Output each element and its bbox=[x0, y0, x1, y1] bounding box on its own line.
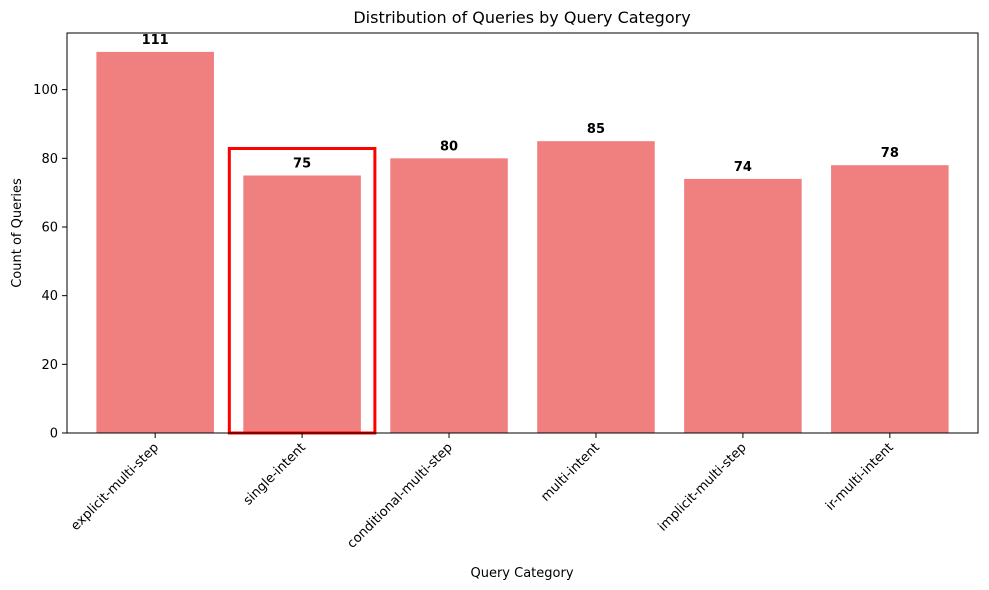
data-label-single-intent: 75 bbox=[293, 156, 311, 171]
chart-title: Distribution of Queries by Query Categor… bbox=[353, 8, 690, 27]
x-tick-label-multi-intent: multi-intent bbox=[538, 440, 602, 504]
y-tick-label-60: 60 bbox=[41, 220, 58, 235]
plot-frame bbox=[66, 32, 979, 434]
data-label-multi-intent: 85 bbox=[587, 122, 605, 137]
data-label-explicit-multi-step: 111 bbox=[142, 33, 169, 48]
bar-explicit-multi-step bbox=[96, 51, 214, 433]
data-labels-layer: 111 75 80 85 74 78 bbox=[142, 33, 899, 175]
x-tick-label-ir-multi-intent: ir-multi-intent bbox=[823, 440, 897, 514]
x-tick-label-explicit-multi-step: explicit-multi-step bbox=[68, 440, 162, 534]
y-tick-label-80: 80 bbox=[41, 152, 58, 167]
y-tick-label-100: 100 bbox=[33, 83, 58, 98]
x-tick-label-single-intent: single-intent bbox=[241, 440, 309, 508]
bars-layer bbox=[96, 51, 949, 434]
x-tick-label-conditional-multi-step: conditional-multi-step bbox=[345, 440, 456, 551]
bar-conditional-multi-step bbox=[390, 158, 508, 433]
x-tick-label-implicit-multi-step: implicit-multi-step bbox=[655, 440, 749, 534]
data-label-ir-multi-intent: 78 bbox=[881, 146, 899, 161]
y-tick-label-20: 20 bbox=[41, 358, 58, 373]
bar-implicit-multi-step bbox=[684, 178, 802, 433]
bar-ir-multi-intent bbox=[831, 165, 949, 433]
x-axis-label: Query Category bbox=[470, 566, 573, 581]
y-tick-label-0: 0 bbox=[50, 427, 58, 442]
bar-single-intent bbox=[243, 175, 361, 434]
bar-multi-intent bbox=[537, 141, 655, 433]
y-tick-label-40: 40 bbox=[41, 289, 58, 304]
data-label-implicit-multi-step: 74 bbox=[734, 160, 752, 175]
data-label-conditional-multi-step: 80 bbox=[440, 139, 458, 154]
y-axis-label: Count of Queries bbox=[10, 178, 25, 288]
